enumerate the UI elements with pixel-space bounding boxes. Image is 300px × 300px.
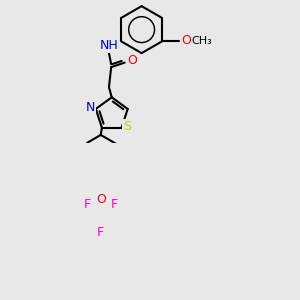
Text: F: F bbox=[111, 198, 118, 211]
Text: NH: NH bbox=[100, 39, 118, 52]
Text: S: S bbox=[123, 120, 131, 133]
Text: CH₃: CH₃ bbox=[192, 36, 213, 46]
Text: F: F bbox=[97, 226, 104, 239]
Text: F: F bbox=[83, 198, 91, 211]
Text: O: O bbox=[96, 193, 106, 206]
Text: N: N bbox=[85, 101, 95, 114]
Text: O: O bbox=[127, 54, 137, 67]
Text: O: O bbox=[181, 34, 191, 47]
